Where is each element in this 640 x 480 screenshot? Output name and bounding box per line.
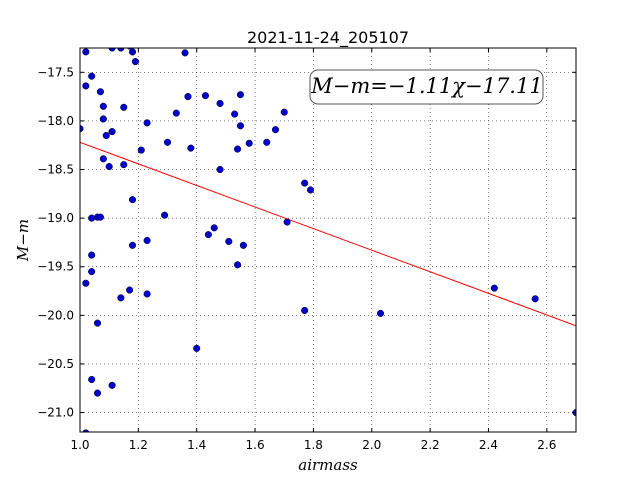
- data-point: [120, 103, 128, 111]
- data-point: [93, 389, 102, 397]
- data-point: [88, 268, 96, 276]
- data-point: [234, 145, 242, 153]
- data-point: [236, 122, 245, 130]
- data-point: [201, 92, 210, 100]
- data-point: [96, 213, 104, 221]
- data-point: [172, 109, 180, 117]
- data-point: [301, 306, 309, 315]
- y-tick-label: −21.0: [37, 406, 74, 420]
- x-tick-label: 1.8: [304, 438, 323, 452]
- data-point: [184, 93, 192, 101]
- data-point: [231, 110, 239, 118]
- data-point: [128, 48, 137, 56]
- data-point: [126, 286, 134, 294]
- data-point: [102, 131, 110, 140]
- data-point: [108, 128, 116, 136]
- axis-ticks: 1.0 1.2 1.4 1.6 1.8 2.0 2.2 2.4 2.6 −17.5 −18.0 −18…: [37, 48, 576, 452]
- data-point: [128, 241, 137, 249]
- plot-frame: [79, 47, 577, 433]
- y-tick-label: −20.0: [37, 308, 74, 322]
- data-point: [283, 218, 291, 226]
- data-point: [163, 138, 172, 146]
- data-point: [490, 284, 498, 292]
- data-point: [263, 138, 271, 146]
- data-point: [216, 99, 224, 107]
- data-point: [234, 261, 242, 269]
- data-point: [143, 236, 151, 245]
- y-tick-label: −17.5: [37, 65, 74, 79]
- data-point: [210, 224, 218, 232]
- y-tick-label: −20.5: [37, 357, 74, 371]
- x-tick-label: 1.4: [187, 438, 206, 452]
- y-tick-label: −18.5: [37, 163, 74, 177]
- x-tick-label: 2.0: [362, 438, 381, 452]
- data-point: [306, 186, 315, 194]
- data-point: [531, 295, 539, 303]
- data-point: [99, 102, 107, 110]
- data-point: [143, 290, 151, 298]
- y-tick-label: −18.0: [37, 114, 74, 128]
- chart-title: 2021-11-24_205107: [247, 28, 409, 48]
- data-point: [225, 237, 233, 246]
- data-point: [117, 294, 125, 302]
- data-point: [143, 119, 151, 127]
- annotation-box: M−m=−1.11χ−17.11: [309, 69, 544, 105]
- data-point: [120, 161, 128, 169]
- x-tick-label: 1.6: [246, 438, 265, 452]
- x-tick-label: 1.0: [70, 438, 89, 452]
- data-point: [301, 179, 309, 187]
- x-tick-label: 2.4: [479, 438, 498, 452]
- data-point: [128, 196, 137, 204]
- data-point: [88, 251, 96, 259]
- fit-line: [80, 141, 576, 327]
- data-point: [88, 72, 96, 80]
- data-point: [236, 91, 245, 99]
- data-point: [99, 155, 107, 163]
- annotation-frame: [309, 69, 544, 105]
- data-point: [376, 309, 385, 317]
- data-point: [161, 211, 169, 219]
- data-point: [131, 58, 139, 66]
- data-point: [82, 48, 90, 56]
- y-tick-label: −19.0: [37, 211, 74, 225]
- data-point: [88, 214, 96, 222]
- fit-equation-annotation: M−m=−1.11χ−17.11: [310, 74, 542, 98]
- data-point: [187, 144, 195, 152]
- data-point: [88, 375, 96, 384]
- data-point: [82, 429, 90, 432]
- data-point: [82, 82, 90, 90]
- data-point: [239, 241, 247, 249]
- fit-line-group: [80, 141, 576, 327]
- data-point: [82, 279, 90, 287]
- data-point: [280, 108, 288, 116]
- plot-area: [80, 48, 576, 432]
- y-axis-label: M−m: [14, 219, 32, 262]
- data-point: [204, 231, 212, 239]
- data-point: [216, 165, 224, 174]
- y-tick-label: −19.5: [37, 260, 74, 274]
- data-point: [105, 163, 113, 171]
- data-point: [99, 115, 107, 123]
- x-tick-label: 2.2: [421, 438, 440, 452]
- data-point: [181, 49, 189, 57]
- x-tick-label: 2.6: [537, 438, 556, 452]
- data-point: [193, 344, 201, 352]
- data-point: [108, 381, 116, 389]
- data-points: [80, 48, 576, 432]
- data-point: [137, 146, 145, 154]
- data-point: [96, 88, 104, 96]
- data-point: [271, 126, 280, 134]
- x-tick-label: 1.2: [129, 438, 148, 452]
- data-point: [80, 125, 84, 133]
- data-point: [245, 139, 253, 147]
- data-point: [93, 319, 102, 327]
- x-axis-label: airmass: [298, 456, 358, 474]
